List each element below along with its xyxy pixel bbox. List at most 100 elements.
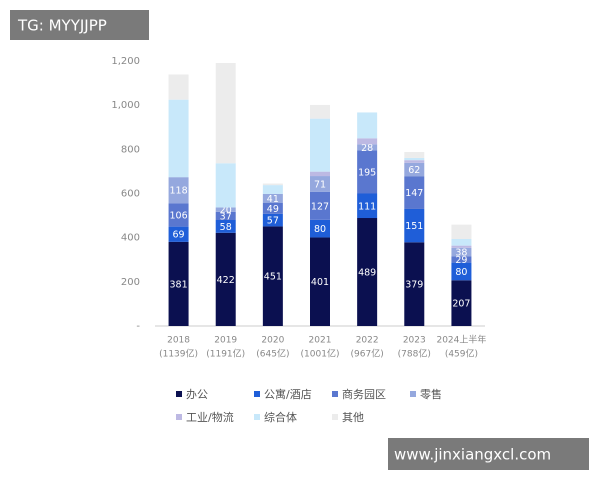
bar-segment bbox=[310, 219, 330, 238]
x-tick-label: 2019 bbox=[214, 336, 237, 346]
data-label: 379 bbox=[405, 280, 423, 291]
legend-label: 公寓/酒店 bbox=[264, 387, 312, 401]
x-tick-label: 2022 bbox=[356, 336, 379, 346]
bar-segment bbox=[262, 226, 283, 326]
data-label: 80 bbox=[314, 224, 326, 235]
x-tick-label: 2018 bbox=[167, 336, 190, 346]
y-tick-label: 800 bbox=[121, 144, 140, 155]
bar-segment bbox=[357, 144, 378, 151]
data-label: 29 bbox=[455, 255, 467, 266]
bar-segment bbox=[404, 176, 425, 209]
bar-segment bbox=[357, 150, 378, 194]
legend-swatch bbox=[332, 391, 338, 397]
bar-segment bbox=[168, 74, 189, 100]
data-label: 147 bbox=[405, 188, 423, 199]
bar-segment bbox=[357, 218, 378, 326]
bar-segment bbox=[215, 62, 236, 164]
y-tick-label: - bbox=[136, 321, 140, 332]
bar-segment bbox=[310, 191, 330, 220]
data-label: 489 bbox=[358, 268, 376, 279]
x-tick-label: 2020 bbox=[261, 336, 284, 346]
x-tick-label: 2021 bbox=[309, 336, 332, 346]
legend-label: 零售 bbox=[420, 387, 442, 401]
x-tick-label: 2023 bbox=[403, 336, 426, 346]
bar-segment bbox=[262, 185, 283, 194]
bar-segment bbox=[404, 208, 425, 243]
legend-label: 办公 bbox=[186, 388, 208, 401]
data-label: 62 bbox=[408, 165, 420, 176]
data-label: 118 bbox=[170, 186, 188, 197]
bar-segment bbox=[310, 176, 330, 192]
bar-segment bbox=[215, 220, 236, 233]
bar-segment bbox=[310, 118, 330, 172]
bar-segment bbox=[168, 177, 189, 204]
data-label: 38 bbox=[455, 248, 467, 259]
data-label: 195 bbox=[358, 167, 376, 178]
data-label: 57 bbox=[267, 216, 279, 227]
watermark: www.jinxiangxcl.com bbox=[394, 446, 551, 464]
bar-segment bbox=[404, 157, 425, 161]
y-tick-label: 1,000 bbox=[111, 100, 140, 111]
legend-label: 商务园区 bbox=[342, 387, 386, 401]
data-label: 381 bbox=[170, 279, 188, 290]
bar-segment bbox=[451, 262, 472, 281]
bar-segment bbox=[404, 151, 425, 158]
bar-segment bbox=[215, 232, 236, 326]
x-tick-sublabel: (1001亿) bbox=[301, 348, 340, 360]
watermark-box bbox=[388, 438, 589, 470]
x-tick-sublabel: (459亿) bbox=[445, 348, 478, 360]
bar-segment bbox=[451, 245, 472, 248]
x-tick-sublabel: (1139亿) bbox=[159, 348, 198, 360]
x-tick-sublabel: (967亿) bbox=[351, 348, 384, 360]
bar-segment bbox=[451, 247, 472, 257]
bar-segment bbox=[168, 99, 189, 178]
data-label: 127 bbox=[311, 201, 329, 212]
data-label: 28 bbox=[361, 143, 373, 154]
legend-label: 综合体 bbox=[264, 410, 297, 424]
data-label: 111 bbox=[358, 201, 376, 212]
data-label: 451 bbox=[264, 272, 282, 283]
bar-segment bbox=[451, 256, 472, 263]
bar-segment bbox=[168, 203, 189, 227]
bar-segment bbox=[404, 242, 425, 326]
data-label: 71 bbox=[314, 179, 326, 190]
data-label: 37 bbox=[220, 211, 232, 222]
bar-segment bbox=[310, 171, 330, 177]
legend-swatch bbox=[254, 391, 260, 397]
bar-segment bbox=[215, 207, 236, 212]
legend-swatch bbox=[176, 391, 182, 397]
bar-segment bbox=[357, 138, 378, 145]
bar-segment bbox=[215, 211, 236, 220]
bar-segment bbox=[451, 280, 472, 326]
legend-swatch bbox=[332, 414, 338, 420]
data-label: 80 bbox=[455, 267, 467, 278]
bar-segment bbox=[404, 160, 425, 163]
data-label: 106 bbox=[170, 210, 188, 221]
bar-segment bbox=[357, 193, 378, 219]
bar-segment bbox=[168, 241, 189, 326]
x-tick-sublabel: (645亿) bbox=[256, 348, 289, 360]
data-label: 69 bbox=[173, 230, 185, 241]
legend-swatch bbox=[176, 414, 182, 420]
data-label: 49 bbox=[267, 204, 279, 215]
data-label: 151 bbox=[405, 221, 423, 232]
bar-segment bbox=[262, 213, 283, 227]
bar-segment bbox=[404, 162, 425, 177]
bar-segment bbox=[357, 112, 378, 139]
data-label: 41 bbox=[267, 194, 279, 205]
watermark-box bbox=[10, 10, 149, 40]
watermark: TG: MYYJJPP bbox=[17, 17, 107, 35]
legend-label: 工业/物流 bbox=[186, 410, 234, 424]
x-tick-label: 2024上半年 bbox=[436, 334, 486, 346]
data-label: 422 bbox=[217, 275, 235, 286]
bar-segment bbox=[262, 193, 283, 203]
y-tick-label: 600 bbox=[121, 189, 140, 200]
bar-segment bbox=[262, 183, 283, 186]
bar-segment bbox=[310, 104, 330, 119]
data-label: 207 bbox=[452, 299, 470, 310]
data-label: 401 bbox=[311, 277, 329, 288]
bar-segment bbox=[451, 238, 472, 246]
y-tick-label: 400 bbox=[121, 233, 140, 244]
data-label: 58 bbox=[220, 222, 232, 233]
